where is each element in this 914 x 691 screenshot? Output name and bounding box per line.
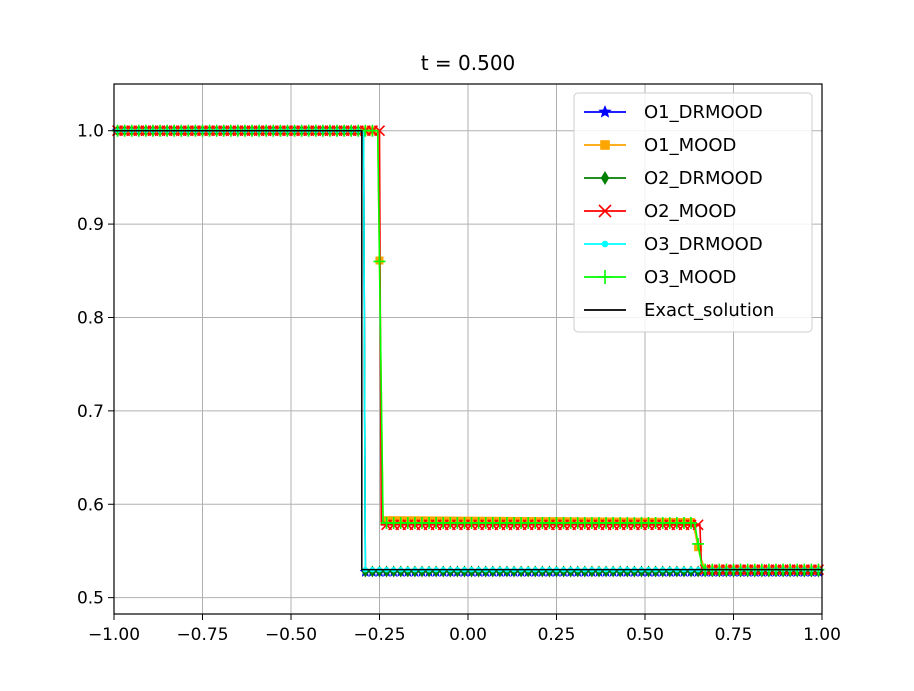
legend-entry: O2_MOOD	[584, 201, 736, 222]
plus-marker	[598, 270, 612, 284]
legend-box	[573, 92, 813, 333]
legend-entry: O1_MOOD	[584, 135, 736, 156]
legend: O1_DRMOOD O1_MOOD O2_DRMOOD O2_MOOD O3_DRMOO…	[573, 92, 813, 333]
series-exact-solution	[114, 129, 822, 571]
x-tick-label: −0.50	[265, 625, 317, 645]
star-marker	[598, 105, 612, 118]
legend-label: O1_MOOD	[644, 135, 736, 156]
plus-marker	[685, 516, 698, 529]
ticks: −1.00 −0.75 −0.50 −0.25 0.00 0.25 0.50 0.75 1.00…	[77, 122, 841, 645]
legend-entry: O3_DRMOOD	[584, 234, 763, 255]
x-tick-label: 1.00	[803, 625, 841, 645]
plus-marker	[373, 255, 386, 268]
legend-label: O1_DRMOOD	[644, 102, 763, 123]
plus-marker	[692, 537, 705, 550]
y-tick-label: 1.0	[77, 122, 104, 142]
plus-marker	[366, 124, 379, 137]
legend-label: O2_DRMOOD	[644, 168, 763, 189]
series-line	[114, 129, 822, 571]
y-tick-label: 0.7	[77, 402, 104, 422]
x-tick-label: −0.75	[176, 625, 228, 645]
series-layer	[111, 124, 825, 578]
legend-label: Exact_solution	[644, 300, 774, 321]
y-tick-label: 0.6	[77, 495, 104, 515]
point-marker	[601, 240, 609, 248]
legend-label: O2_MOOD	[644, 201, 736, 222]
legend-label: O3_DRMOOD	[644, 234, 763, 255]
x-marker	[598, 204, 612, 218]
diamond-marker	[600, 171, 610, 185]
legend-entry: O3_MOOD	[584, 267, 736, 288]
y-tick-label: 0.5	[77, 589, 104, 609]
x-tick-label: −1.00	[88, 625, 140, 645]
x-tick-label: 0.00	[449, 625, 487, 645]
legend-entry: Exact_solution	[584, 300, 774, 321]
y-tick-label: 0.8	[77, 308, 104, 328]
square-marker	[600, 140, 610, 150]
chart-title: t = 0.500	[421, 51, 516, 75]
legend-entry: O1_DRMOOD	[584, 102, 763, 123]
x-tick-label: −0.25	[353, 625, 405, 645]
x-marker	[373, 125, 386, 137]
x-tick-label: 0.75	[715, 625, 753, 645]
legend-label: O3_MOOD	[644, 267, 736, 288]
y-tick-label: 0.9	[77, 215, 104, 235]
x-tick-label: 0.50	[626, 625, 664, 645]
x-tick-label: 0.25	[538, 625, 576, 645]
legend-entry: O2_DRMOOD	[584, 168, 763, 189]
